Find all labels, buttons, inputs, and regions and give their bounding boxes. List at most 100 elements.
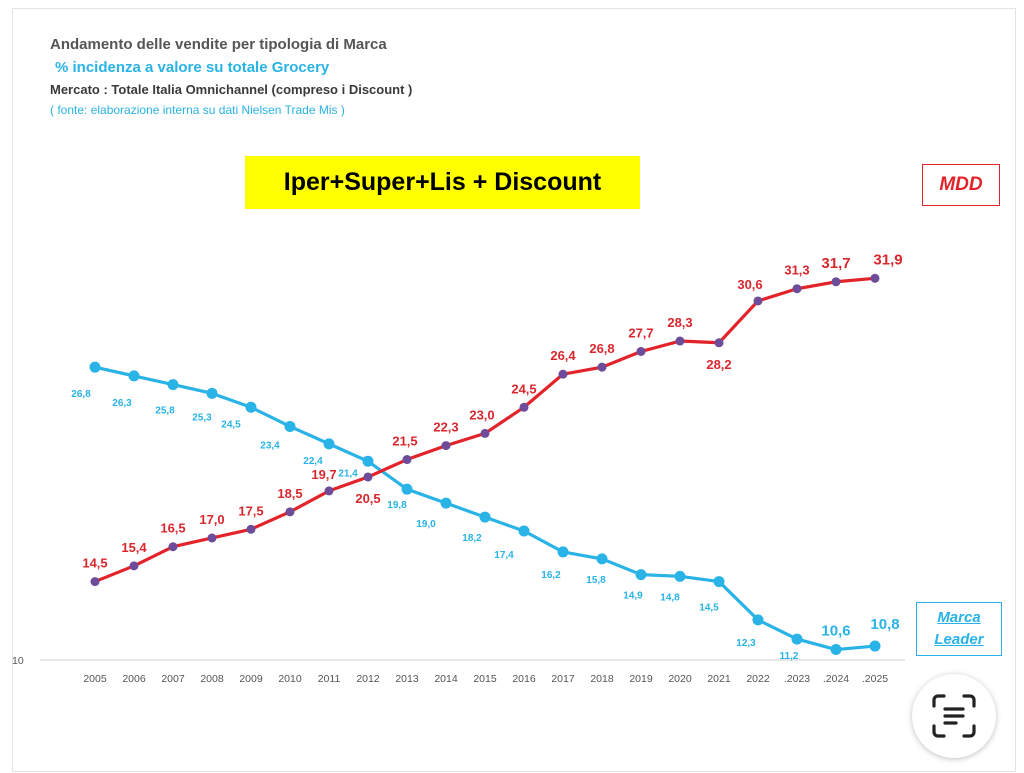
- marca-leader-data-label: 12,3: [736, 638, 756, 649]
- x-tick-label: 2012: [356, 673, 380, 685]
- mdd-point: [90, 577, 100, 587]
- marca-leader-point: [674, 570, 686, 582]
- mdd-data-label: 20,5: [355, 491, 380, 506]
- marca-leader-data-label: 26,3: [112, 398, 132, 409]
- marca-leader-data-label: 24,5: [221, 419, 241, 430]
- text-scan-icon: [932, 694, 976, 738]
- chart-subtitle: % incidenza a valore su totale Grocery: [55, 59, 330, 76]
- x-tick-label: 2005: [83, 673, 107, 685]
- mdd-data-label: 23,0: [469, 407, 494, 422]
- chart-frame: [12, 8, 1016, 772]
- x-tick-label: 2007: [161, 673, 185, 685]
- mdd-point: [597, 362, 607, 372]
- mdd-data-label: 17,5: [238, 503, 263, 518]
- x-tick-label: 2014: [434, 673, 458, 685]
- x-tick-label: .2024: [823, 673, 849, 685]
- marca-leader-point: [167, 379, 179, 391]
- mdd-data-label: 19,7: [311, 467, 336, 482]
- mdd-point: [441, 441, 451, 451]
- marca-leader-point: [635, 569, 647, 581]
- mdd-data-label: 17,0: [199, 512, 224, 527]
- mdd-data-label: 28,2: [706, 357, 731, 372]
- marca-leader-data-label: 15,8: [586, 575, 606, 586]
- mdd-data-label: 31,7: [821, 255, 850, 272]
- mdd-data-label: 26,8: [589, 341, 614, 356]
- marca-leader-data-label: 10,8: [870, 616, 899, 633]
- mdd-point: [792, 284, 802, 294]
- x-tick-label: 2011: [318, 673, 341, 685]
- marca-leader-data-label: 16,2: [541, 570, 561, 581]
- mdd-point: [480, 428, 490, 438]
- marca-leader-data-label: 19,8: [387, 500, 407, 511]
- mdd-data-label: 24,5: [511, 381, 536, 396]
- marca-leader-point: [284, 420, 296, 432]
- marca-leader-point: [89, 361, 101, 373]
- marca-leader-point: [791, 633, 803, 645]
- x-tick-label: 2009: [239, 673, 263, 685]
- x-tick-label: 2016: [512, 673, 536, 685]
- mdd-point: [246, 524, 256, 534]
- mdd-point: [675, 336, 685, 346]
- x-tick-label: 2017: [551, 673, 575, 685]
- x-tick-label: 2019: [629, 673, 653, 685]
- marca-leader-point: [479, 511, 491, 523]
- marca-leader-point: [440, 497, 452, 509]
- marca-leader-point: [362, 455, 374, 467]
- marca-leader-data-label: 22,4: [303, 456, 323, 467]
- marca-leader-data-label: 14,8: [660, 592, 680, 603]
- mdd-point: [519, 402, 529, 412]
- marca-leader-point: [245, 401, 257, 413]
- mdd-point: [129, 561, 139, 571]
- marca-leader-point: [128, 370, 140, 382]
- source-note: ( fonte: elaborazione interna su dati Ni…: [50, 103, 345, 117]
- marca-leader-data-label: 14,5: [699, 603, 719, 614]
- mdd-data-label: 31,3: [784, 263, 809, 278]
- x-tick-label: 2006: [122, 673, 146, 685]
- mdd-point: [831, 277, 841, 287]
- chart-title: Andamento delle vendite per tipologia di…: [50, 36, 387, 53]
- marca-leader-data-label: 23,4: [260, 440, 280, 451]
- marca-leader-data-label: 19,0: [416, 519, 436, 530]
- marca-leader-point: [557, 546, 569, 558]
- mdd-data-label: 28,3: [667, 315, 692, 330]
- mdd-data-label: 18,5: [277, 486, 302, 501]
- text-scan-button[interactable]: [912, 674, 996, 758]
- marca-leader-point: [830, 644, 842, 656]
- marca-leader-data-label: 21,4: [338, 468, 358, 479]
- marca-leader-data-label: 17,4: [494, 550, 514, 561]
- x-tick-label: 2013: [395, 673, 419, 685]
- mdd-point: [285, 507, 295, 517]
- x-tick-label: 2022: [746, 673, 770, 685]
- channel-banner: Iper+Super+Lis + Discount: [245, 156, 640, 209]
- marca-leader-point: [323, 438, 335, 450]
- legend-mdd: MDD: [922, 164, 1000, 206]
- mdd-point: [714, 338, 724, 348]
- mdd-point: [402, 455, 412, 465]
- mdd-point: [636, 346, 646, 356]
- marca-leader-data-label: 11,2: [780, 651, 799, 662]
- mdd-point: [207, 533, 217, 543]
- marca-leader-data-label: 25,3: [192, 412, 212, 423]
- marca-leader-point: [869, 640, 881, 652]
- legend-marca-line1: Marca: [937, 609, 981, 626]
- mdd-point: [870, 273, 880, 283]
- mdd-data-label: 21,5: [392, 434, 417, 449]
- mdd-data-label: 27,7: [628, 325, 653, 340]
- x-tick-label: 2018: [590, 673, 614, 685]
- marca-leader-point: [752, 614, 764, 626]
- x-tick-label: 2008: [200, 673, 224, 685]
- marca-leader-point: [518, 525, 530, 537]
- marca-leader-data-label: 25,8: [155, 406, 175, 417]
- marca-leader-data-label: 10,6: [821, 623, 850, 640]
- marca-leader-point: [713, 576, 725, 588]
- x-tick-label: 2015: [473, 673, 497, 685]
- marca-leader-point: [206, 387, 218, 399]
- mdd-point: [363, 472, 373, 482]
- mdd-data-label: 31,9: [873, 251, 902, 268]
- mdd-point: [168, 542, 178, 552]
- marca-leader-data-label: 14,9: [623, 591, 643, 602]
- legend-marca-line2: Leader: [934, 631, 984, 648]
- x-tick-label: 2010: [278, 673, 302, 685]
- mdd-data-label: 22,3: [433, 420, 458, 435]
